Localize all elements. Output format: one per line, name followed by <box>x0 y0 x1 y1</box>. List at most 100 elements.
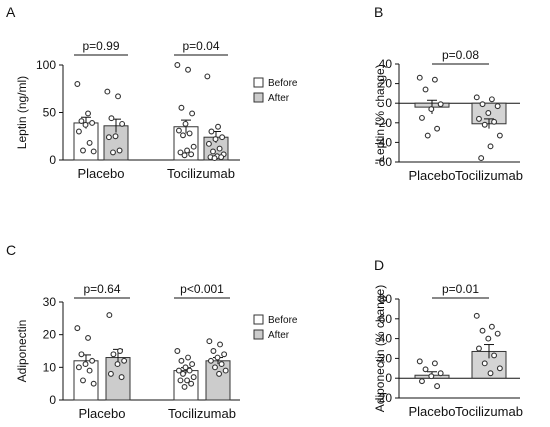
data-point <box>424 132 431 139</box>
data-point <box>86 139 93 146</box>
data-point <box>437 370 444 377</box>
data-point <box>74 325 81 332</box>
data-point <box>180 132 186 139</box>
data-point <box>428 106 435 113</box>
legend-swatch <box>253 77 264 88</box>
data-point <box>428 373 435 380</box>
legend-label: After <box>268 330 290 341</box>
data-point <box>204 73 211 80</box>
data-point <box>481 360 488 367</box>
data-point <box>212 364 218 371</box>
data-point <box>216 145 223 152</box>
data-point <box>422 366 429 373</box>
data-point <box>78 118 85 125</box>
data-point <box>89 119 96 126</box>
data-point <box>473 94 480 101</box>
data-point <box>422 86 429 93</box>
data-point <box>75 128 82 135</box>
data-point <box>105 134 112 141</box>
data-point <box>487 143 494 150</box>
data-point <box>178 104 185 111</box>
data-point <box>175 367 182 374</box>
y-tick-label: 20 <box>379 77 393 91</box>
y-tick-label: 20 <box>43 328 57 342</box>
data-point <box>174 62 181 68</box>
data-point <box>205 140 212 147</box>
data-point <box>476 345 482 352</box>
data-point <box>478 155 485 162</box>
data-point <box>177 377 184 384</box>
data-point <box>117 348 123 354</box>
data-point <box>121 357 128 364</box>
data-point <box>185 66 191 73</box>
data-point <box>479 101 486 108</box>
data-point <box>80 377 86 384</box>
data-point <box>218 154 225 161</box>
data-point <box>217 341 223 348</box>
y-tick-label: 10 <box>43 360 57 374</box>
legend-swatch <box>253 314 264 325</box>
data-point <box>184 377 191 384</box>
data-point <box>494 330 501 337</box>
y-axis-label: Adiponectin <box>15 320 29 383</box>
data-point <box>107 370 114 377</box>
data-point <box>104 88 111 95</box>
data-point <box>488 323 495 330</box>
data-point <box>419 378 425 385</box>
data-point <box>180 370 186 377</box>
data-point <box>110 149 116 156</box>
p-value-label: p=0.99 <box>82 39 119 53</box>
data-point <box>212 136 219 143</box>
x-category-label: Tocilizumab <box>167 166 235 181</box>
data-point <box>186 130 193 137</box>
data-point <box>110 351 117 358</box>
p-value-label: p=0.64 <box>83 282 120 296</box>
data-point <box>115 93 121 100</box>
data-point <box>416 358 423 365</box>
data-point <box>214 354 221 361</box>
data-point <box>78 351 85 358</box>
y-axis-label: Leptin (ng/ml) <box>15 76 29 149</box>
data-point <box>431 76 438 83</box>
legend-label: Before <box>268 315 298 326</box>
x-category-label: Tocilizumab <box>168 406 236 421</box>
data-point <box>222 367 229 374</box>
data-point <box>177 149 184 156</box>
y-tick-label: -20 <box>375 391 393 405</box>
data-point <box>219 134 226 141</box>
data-point <box>85 334 91 341</box>
data-point <box>75 364 82 371</box>
data-point <box>82 121 89 128</box>
y-tick-label: -60 <box>375 155 393 169</box>
data-point <box>496 365 503 372</box>
data-point <box>488 96 495 103</box>
data-point <box>190 143 197 150</box>
data-point <box>485 335 492 342</box>
legend-label: Before <box>268 78 298 89</box>
data-point <box>182 364 189 371</box>
data-point <box>485 110 492 116</box>
data-point <box>211 155 218 162</box>
data-point <box>434 125 441 132</box>
data-point <box>434 383 441 390</box>
panel-letter: A <box>6 4 16 20</box>
legend-swatch <box>253 329 264 340</box>
data-point <box>174 348 181 354</box>
data-point <box>106 312 113 319</box>
data-point <box>491 118 498 125</box>
data-point <box>190 374 197 381</box>
x-category-label: Placebo <box>409 404 456 419</box>
data-point <box>494 103 501 110</box>
data-point <box>221 351 228 358</box>
data-point <box>188 380 195 387</box>
data-point <box>114 361 121 368</box>
y-tick-label: -20 <box>375 116 393 130</box>
data-point <box>218 361 225 368</box>
data-point <box>86 367 93 374</box>
data-point <box>175 127 182 134</box>
y-tick-label: 0 <box>49 393 56 407</box>
y-axis-label: Adiponectin (% change) <box>373 285 387 412</box>
data-point <box>185 354 191 361</box>
data-point <box>473 312 480 319</box>
